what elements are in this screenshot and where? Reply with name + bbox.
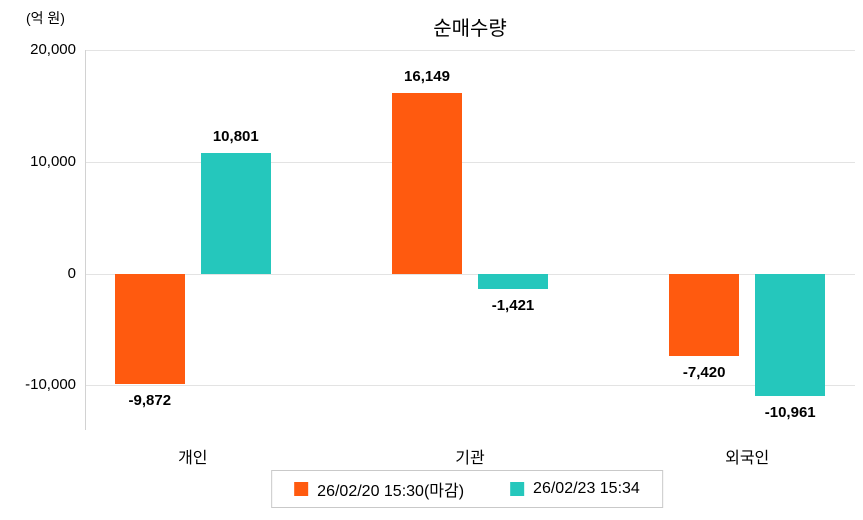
legend: 26/02/20 15:30(마감) 26/02/23 15:34 [271, 470, 663, 508]
legend-item-series1: 26/02/20 15:30(마감) [294, 477, 464, 501]
x-axis-category-label: 개인 [178, 450, 208, 467]
y-axis-tick-label: 20,000 [30, 41, 76, 58]
y-axis-tick-label: -10,000 [25, 376, 76, 394]
legend-label-series1: 26/02/20 15:30(마감) [317, 483, 465, 500]
gridline [85, 50, 855, 51]
legend-label-series2: 26/02/23 15:34 [533, 480, 640, 497]
bar-series1-cat2 [392, 93, 462, 274]
bar-series1-cat1 [114, 273, 185, 384]
y-axis-tick-label: 0 [67, 264, 76, 282]
gridline [85, 161, 855, 163]
bar-value-label: 16,149 [404, 68, 450, 86]
bar-value-label: -10,961 [764, 404, 816, 422]
gridline [85, 273, 855, 275]
y-axis-unit-label: (억 원) [26, 10, 65, 26]
bar-value-label: -1,421 [491, 297, 535, 315]
bar-series2-cat1 [200, 152, 271, 274]
bar-value-label: -7,420 [682, 364, 726, 382]
gridline [85, 385, 855, 387]
bar-series2-cat3 [755, 273, 826, 397]
bar-value-label: 10,801 [212, 127, 259, 145]
chart-title: 순매수량 [433, 18, 507, 40]
bar-value-label: -9,872 [128, 391, 172, 409]
legend-swatch-orange [294, 482, 309, 496]
y-axis-line [85, 50, 86, 430]
legend-swatch-teal [510, 482, 525, 496]
x-axis-category-label: 기관 [455, 450, 485, 467]
y-axis-tick-label: 10,000 [30, 152, 76, 170]
x-axis-category-label: 외국인 [725, 450, 770, 467]
bar-series2-cat2 [478, 273, 548, 290]
bar-series1-cat3 [669, 273, 740, 357]
legend-item-series2: 26/02/23 15:34 [510, 480, 640, 498]
